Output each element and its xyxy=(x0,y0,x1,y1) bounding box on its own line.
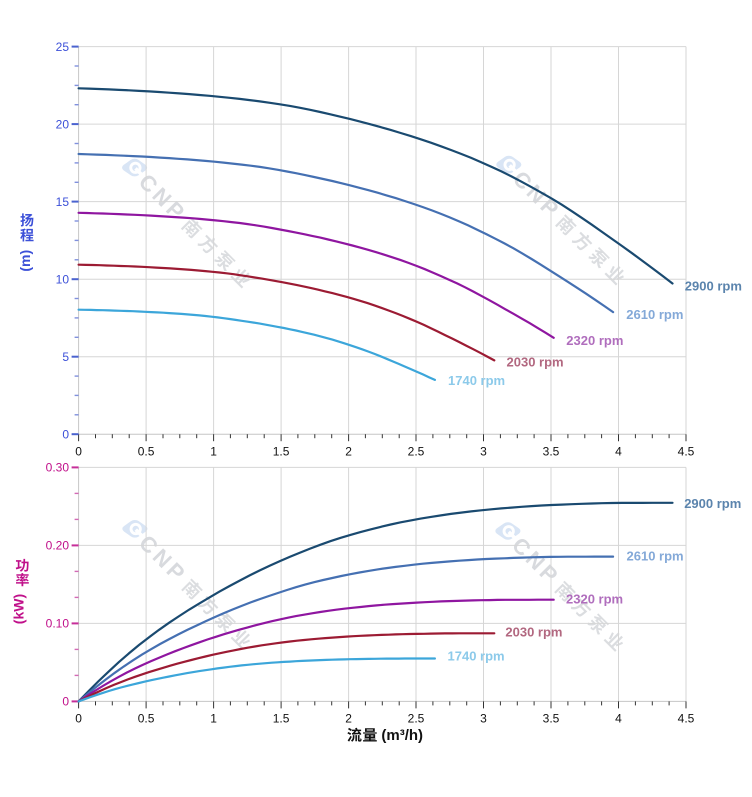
svg-text:0: 0 xyxy=(75,444,82,458)
svg-text:2320 rpm: 2320 rpm xyxy=(566,592,623,607)
svg-text:0.10: 0.10 xyxy=(46,617,70,631)
svg-text:2610 rpm: 2610 rpm xyxy=(626,307,683,322)
svg-text:4: 4 xyxy=(615,712,622,726)
svg-text:2610 rpm: 2610 rpm xyxy=(627,548,684,563)
svg-text:(m): (m) xyxy=(17,250,33,272)
svg-text:3: 3 xyxy=(480,444,487,458)
svg-text:1.5: 1.5 xyxy=(273,444,290,458)
svg-text:4.5: 4.5 xyxy=(678,712,695,726)
svg-text:1: 1 xyxy=(210,712,217,726)
svg-text:10: 10 xyxy=(56,273,70,287)
svg-text:4: 4 xyxy=(615,444,622,458)
svg-text:4.5: 4.5 xyxy=(678,444,695,458)
svg-text:0: 0 xyxy=(62,428,69,442)
svg-text:20: 20 xyxy=(56,117,70,131)
svg-text:1740 rpm: 1740 rpm xyxy=(448,373,505,388)
svg-text:2320 rpm: 2320 rpm xyxy=(566,333,623,348)
svg-text:25: 25 xyxy=(56,40,70,54)
svg-text:0.5: 0.5 xyxy=(138,444,155,458)
svg-text:1740 rpm: 1740 rpm xyxy=(448,649,505,664)
svg-text:0.20: 0.20 xyxy=(46,539,70,553)
svg-text:2: 2 xyxy=(345,712,352,726)
svg-text:15: 15 xyxy=(56,195,70,209)
svg-text:0: 0 xyxy=(75,712,82,726)
svg-text:2900 rpm: 2900 rpm xyxy=(685,279,742,294)
svg-text:2.5: 2.5 xyxy=(408,444,425,458)
svg-text:2.5: 2.5 xyxy=(408,712,425,726)
svg-text:2900 rpm: 2900 rpm xyxy=(684,496,741,511)
svg-text:0: 0 xyxy=(62,695,69,709)
svg-text:3: 3 xyxy=(480,712,487,726)
svg-text:3.5: 3.5 xyxy=(543,444,560,458)
svg-text:3.5: 3.5 xyxy=(543,712,560,726)
svg-text:2: 2 xyxy=(345,444,352,458)
svg-text:0.5: 0.5 xyxy=(138,712,155,726)
svg-text:5: 5 xyxy=(62,350,69,364)
svg-text:1.5: 1.5 xyxy=(273,712,290,726)
svg-text:1: 1 xyxy=(210,444,217,458)
svg-text:2030 rpm: 2030 rpm xyxy=(507,355,564,370)
svg-text:(kW): (kW) xyxy=(11,594,27,624)
svg-text:0.30: 0.30 xyxy=(46,461,70,475)
svg-text:(m³/h): (m³/h) xyxy=(381,727,423,744)
svg-text:2030 rpm: 2030 rpm xyxy=(505,625,562,640)
